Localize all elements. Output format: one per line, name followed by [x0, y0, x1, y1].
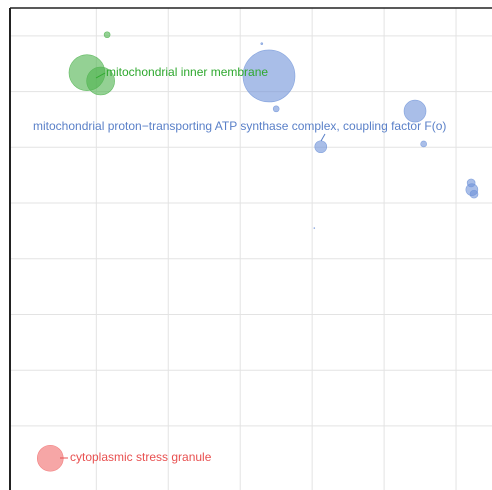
annotations: mitochondrial inner membrane mitochondria…: [33, 65, 446, 464]
bubble: [242, 49, 296, 103]
annotation: cytoplasmic stress granule: [70, 450, 212, 464]
bubble: [36, 444, 64, 472]
bubble: [313, 227, 316, 229]
points: [36, 31, 479, 472]
bubble: [103, 31, 111, 39]
bubble: [420, 140, 427, 148]
bubble: [314, 140, 328, 154]
bubble: [86, 66, 115, 96]
bubble: [469, 189, 479, 199]
bubble: [272, 105, 280, 113]
annotation: mitochondrial inner membrane: [106, 65, 268, 79]
annotation-connector: [95, 72, 106, 79]
annotation: mitochondrial proton−transporting ATP sy…: [33, 119, 446, 133]
bubble: [260, 42, 264, 45]
bubble: [403, 99, 427, 123]
annotation-connector: [320, 133, 326, 142]
